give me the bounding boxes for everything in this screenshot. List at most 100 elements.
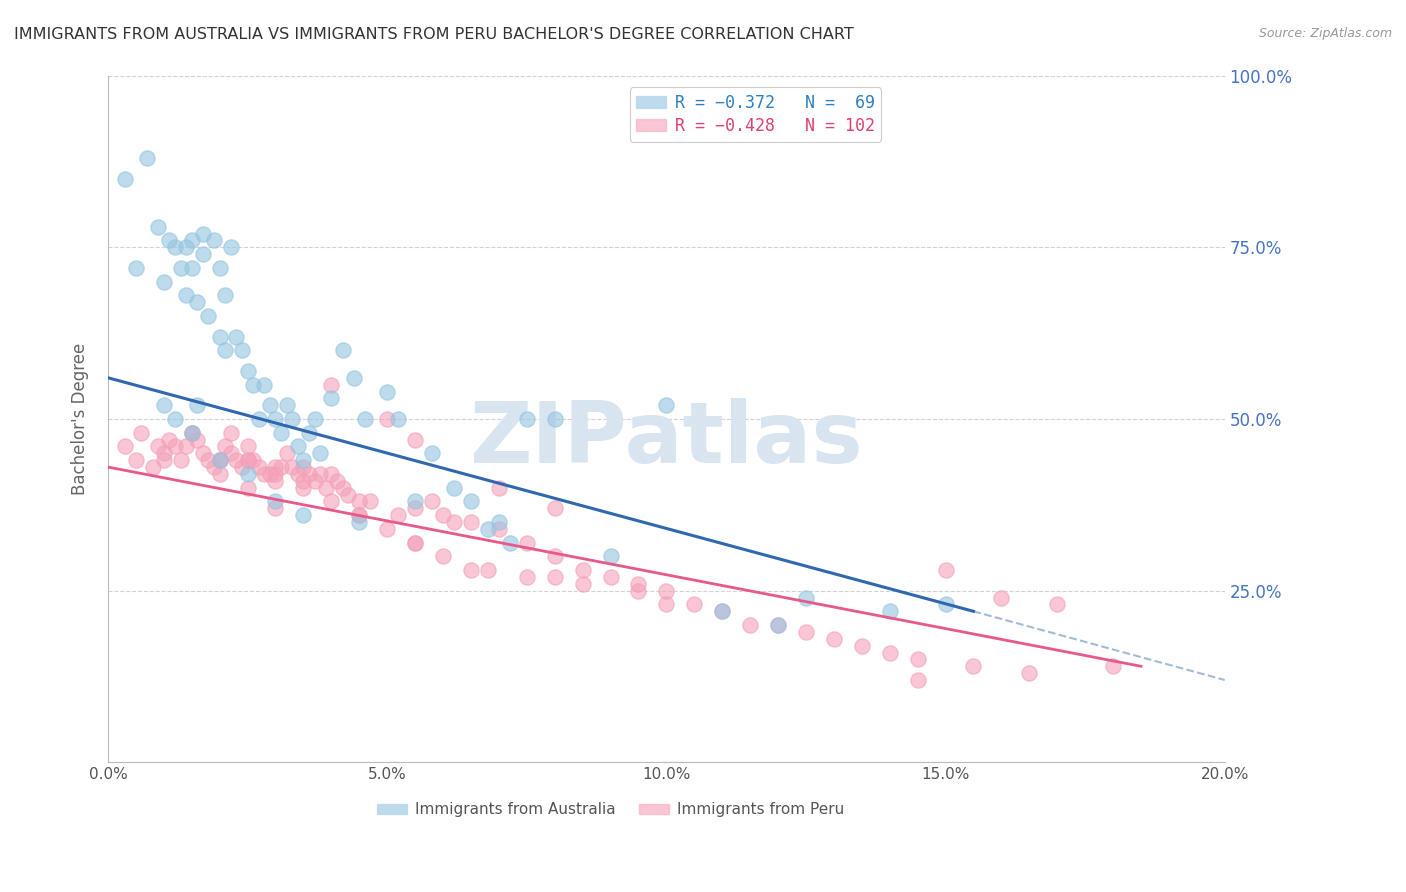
Point [1046, 598, 1069, 612]
Point [264, 412, 287, 426]
Point [180, 233, 202, 247]
Point [114, 171, 136, 186]
Point [197, 453, 219, 467]
Point [571, 577, 593, 591]
Point [264, 501, 287, 516]
Point [247, 460, 270, 475]
Point [655, 598, 678, 612]
Point [214, 343, 236, 358]
Point [247, 412, 270, 426]
Point [259, 398, 281, 412]
Point [242, 453, 264, 467]
Point [202, 233, 225, 247]
Point [404, 433, 426, 447]
Point [180, 425, 202, 440]
Point [420, 446, 443, 460]
Point [766, 618, 789, 632]
Point [404, 535, 426, 549]
Point [125, 453, 148, 467]
Point [253, 467, 276, 481]
Point [169, 260, 191, 275]
Point [432, 508, 454, 523]
Point [169, 453, 191, 467]
Point [375, 522, 398, 536]
Point [214, 440, 236, 454]
Point [794, 591, 817, 605]
Text: IMMIGRANTS FROM AUSTRALIA VS IMMIGRANTS FROM PERU BACHELOR'S DEGREE CORRELATION : IMMIGRANTS FROM AUSTRALIA VS IMMIGRANTS … [14, 27, 853, 42]
Point [153, 398, 176, 412]
Point [571, 563, 593, 577]
Point [231, 460, 253, 475]
Text: Source: ZipAtlas.com: Source: ZipAtlas.com [1258, 27, 1392, 40]
Point [180, 425, 202, 440]
Point [292, 474, 315, 488]
Point [163, 240, 186, 254]
Point [114, 440, 136, 454]
Point [157, 433, 180, 447]
Point [180, 260, 202, 275]
Point [432, 549, 454, 564]
Point [315, 481, 337, 495]
Point [153, 446, 176, 460]
Point [740, 618, 762, 632]
Point [935, 598, 957, 612]
Point [460, 563, 482, 577]
Point [349, 508, 371, 523]
Point [197, 309, 219, 323]
Point [191, 247, 214, 261]
Point [231, 343, 253, 358]
Point [208, 467, 231, 481]
Point [125, 260, 148, 275]
Point [627, 583, 650, 598]
Point [236, 364, 259, 378]
Point [499, 535, 522, 549]
Point [404, 501, 426, 516]
Point [186, 295, 208, 310]
Point [683, 598, 706, 612]
Point [349, 494, 371, 508]
Point [163, 412, 186, 426]
Point [281, 412, 304, 426]
Point [990, 591, 1012, 605]
Point [236, 453, 259, 467]
Point [148, 219, 170, 234]
Point [174, 440, 197, 454]
Point [516, 412, 538, 426]
Point [219, 425, 242, 440]
Point [191, 227, 214, 241]
Point [131, 425, 153, 440]
Point [332, 343, 354, 358]
Point [343, 371, 366, 385]
Point [276, 446, 298, 460]
Point [153, 453, 176, 467]
Point [153, 275, 176, 289]
Point [208, 453, 231, 467]
Point [287, 440, 309, 454]
Point [287, 467, 309, 481]
Point [1102, 659, 1125, 673]
Point [326, 474, 349, 488]
Point [544, 570, 567, 584]
Point [276, 398, 298, 412]
Point [298, 467, 321, 481]
Y-axis label: Bachelor's Degree: Bachelor's Degree [72, 343, 89, 495]
Point [236, 453, 259, 467]
Point [236, 467, 259, 481]
Point [851, 639, 873, 653]
Point [236, 440, 259, 454]
Point [404, 494, 426, 508]
Point [907, 652, 929, 666]
Legend: Immigrants from Australia, Immigrants from Peru: Immigrants from Australia, Immigrants fr… [371, 797, 851, 823]
Point [353, 412, 375, 426]
Point [208, 329, 231, 343]
Point [488, 481, 510, 495]
Point [655, 398, 678, 412]
Point [292, 460, 315, 475]
Point [332, 481, 354, 495]
Point [337, 487, 360, 501]
Point [823, 632, 845, 646]
Point [477, 522, 499, 536]
Point [359, 494, 381, 508]
Point [309, 446, 332, 460]
Point [420, 494, 443, 508]
